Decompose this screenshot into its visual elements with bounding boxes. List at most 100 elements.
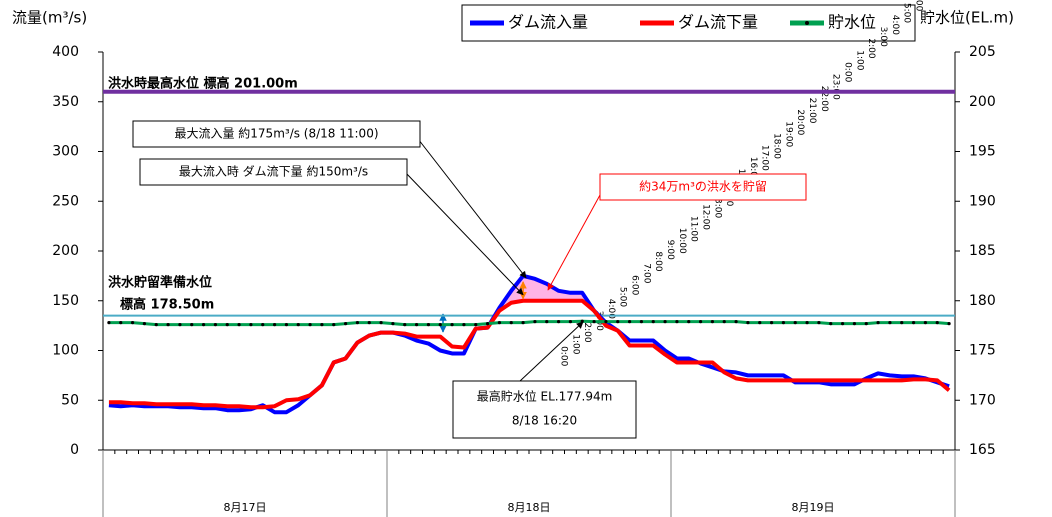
series-marker: [379, 321, 383, 325]
series-marker: [651, 320, 655, 324]
series-marker: [900, 321, 904, 325]
series-marker: [178, 323, 182, 327]
series-marker: [876, 321, 880, 325]
x-tick-label: 21:00: [807, 98, 817, 124]
x-tick-label: 7:00: [641, 263, 651, 283]
date-label: 8月18日: [508, 501, 551, 514]
annotation-text: 最大流入量 約175m³/s (8/18 11:00): [174, 126, 378, 141]
series-line: [108, 298, 951, 410]
y2-tick-label: 205: [969, 44, 996, 60]
series-marker: [154, 323, 158, 327]
series-marker: [935, 321, 939, 325]
series-marker: [426, 323, 431, 327]
series-marker: [568, 320, 573, 324]
series-marker: [225, 323, 229, 327]
annotation-text: 8/18 16:20: [512, 414, 577, 428]
x-tick-label: 3:00: [878, 27, 888, 47]
x-tick-label: 23:00: [831, 74, 841, 100]
y-tick-label: 300: [52, 144, 79, 160]
x-tick-label: 1:00: [570, 334, 580, 354]
series-marker: [403, 323, 407, 327]
legend: ダム流入量 ダム流下量 貯水位: [461, 4, 916, 42]
x-tick-label: 1:00: [854, 50, 864, 70]
series-marker: [521, 321, 525, 325]
series-marker: [343, 322, 348, 326]
y-tick-label: 200: [52, 243, 79, 259]
annotation-box: [599, 173, 807, 201]
x-tick-label: 11:00: [689, 216, 699, 242]
series-marker: [734, 320, 738, 324]
series-marker: [249, 323, 253, 327]
annotation-box: [139, 158, 408, 186]
series-marker: [261, 323, 265, 327]
series-marker: [308, 323, 312, 327]
series-marker: [438, 323, 442, 327]
legend-label: ダム流下量: [678, 13, 758, 32]
series-marker: [556, 320, 561, 324]
series-marker: [817, 321, 821, 325]
series-marker: [722, 320, 726, 324]
series-marker: [284, 323, 289, 327]
series-marker: [852, 322, 857, 326]
series-marker: [107, 321, 111, 325]
y-tick-label: 350: [52, 94, 79, 110]
annotation-leader: [404, 171, 524, 296]
series-marker: [805, 321, 809, 325]
reference-label: 洪水貯留準備水位: [108, 275, 212, 291]
legend-label: ダム流入量: [508, 13, 588, 32]
series-marker: [462, 323, 466, 327]
x-tick-label: 6:00: [629, 275, 639, 295]
series-marker: [769, 321, 774, 325]
reference-label: 洪水時最高水位 標高 201.00m: [108, 76, 298, 92]
x-tick-label: 2:00: [582, 322, 592, 342]
y2-tick-label: 190: [969, 193, 996, 209]
y2-tick-label: 180: [969, 293, 996, 309]
y2-tick-label: 200: [969, 94, 996, 110]
x-tick-label: 2:00: [866, 38, 876, 58]
x-tick-label: 12:00: [700, 204, 710, 230]
x-tick-label: 20:00: [795, 109, 805, 135]
annotation-text: 最大流入時 ダム流下量 約150m³/s: [179, 164, 368, 179]
x-tick-label: 10:00: [677, 228, 687, 254]
series-marker: [604, 320, 608, 324]
annotation-box: [132, 120, 421, 148]
series-marker: [710, 320, 715, 324]
series-marker: [698, 320, 703, 324]
y-tick-label: 250: [52, 193, 79, 209]
series-marker: [639, 320, 644, 324]
annotation-leader: [519, 321, 584, 382]
series-marker: [746, 321, 750, 325]
series-marker: [485, 322, 490, 326]
series-marker: [592, 320, 596, 324]
series-marker: [627, 320, 632, 324]
y-tick-label: 400: [52, 44, 79, 60]
y2-tick-label: 185: [969, 243, 996, 259]
x-tick-label: 13:00: [712, 192, 722, 218]
date-label: 8月17日: [224, 501, 267, 514]
x-tick-label: 6:00: [913, 0, 923, 12]
y-tick-label: 150: [52, 293, 79, 309]
date-label: 8月19日: [792, 501, 835, 514]
series-marker: [545, 320, 549, 324]
series-marker: [947, 322, 951, 326]
annotation-text: 最高貯水位 EL.177.94m: [477, 389, 613, 404]
series-marker: [414, 323, 419, 327]
series-marker: [332, 323, 336, 327]
series-marker: [793, 321, 797, 325]
series-marker: [675, 320, 679, 324]
y2-tick-label: 195: [969, 144, 996, 160]
series-marker: [663, 320, 667, 324]
x-tick-label: 9:00: [665, 240, 675, 260]
series-marker: [781, 321, 786, 325]
annotation-leader: [414, 134, 527, 279]
series-marker: [888, 321, 892, 325]
x-tick-label: 0:00: [558, 346, 568, 366]
legend-box: [461, 4, 916, 42]
series-marker: [450, 323, 454, 327]
x-tick-label: 0:00: [842, 62, 852, 82]
series-marker: [391, 322, 395, 326]
series-marker: [758, 321, 762, 325]
y2-axis-title: 貯水位(EL.m): [920, 9, 1014, 27]
reference-label: 標高 178.50m: [120, 297, 214, 313]
x-tick-label: 16:00: [748, 157, 758, 183]
